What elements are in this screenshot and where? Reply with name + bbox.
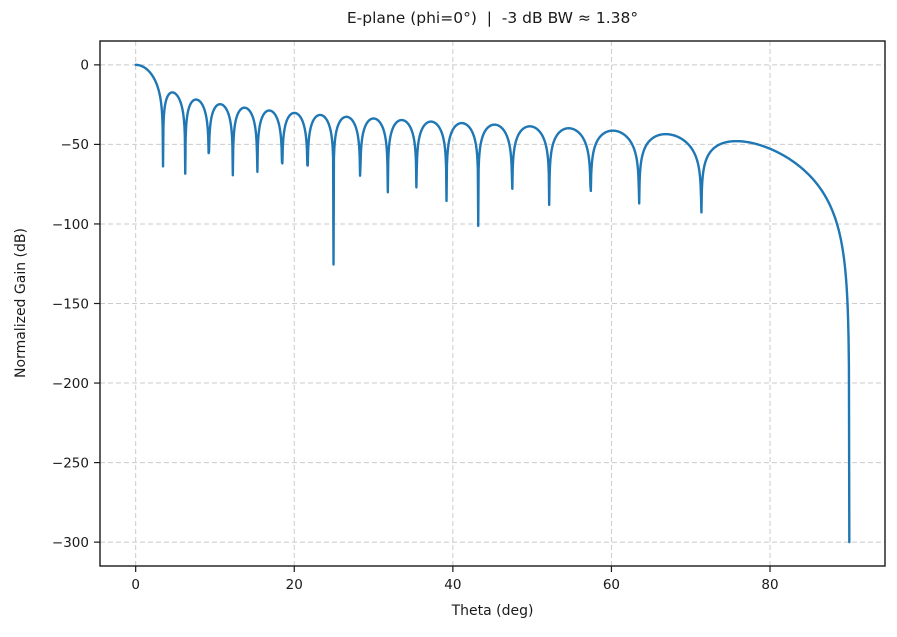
x-tick-label: 80	[761, 577, 778, 593]
y-tick-label: −50	[61, 137, 90, 153]
gain-curve	[134, 63, 851, 544]
chart-title: E-plane (phi=0°) | -3 dB BW ≈ 1.38°	[346, 9, 639, 27]
x-tick-label: 40	[444, 577, 461, 593]
x-axis-label: Theta (deg)	[451, 603, 534, 619]
x-tick-label: 60	[603, 577, 620, 593]
y-tick-label: −250	[52, 455, 89, 471]
y-tick-label: −200	[52, 376, 89, 392]
x-tick-label: 20	[286, 577, 303, 593]
y-tick-label: −150	[52, 296, 89, 312]
y-tick-label: 0	[80, 58, 89, 74]
y-tick-label: −300	[52, 535, 89, 551]
x-tick-label: 0	[131, 577, 140, 593]
y-tick-label: −100	[52, 217, 89, 233]
